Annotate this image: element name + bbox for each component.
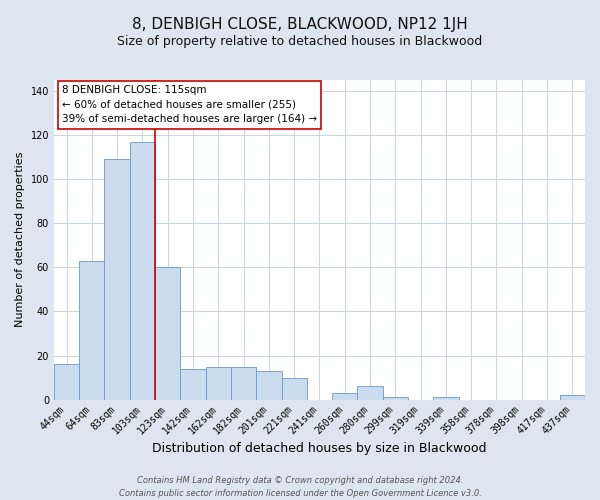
Bar xyxy=(181,368,206,400)
Bar xyxy=(332,393,358,400)
Bar xyxy=(358,386,383,400)
Bar xyxy=(231,366,256,400)
Bar xyxy=(206,366,231,400)
Y-axis label: Number of detached properties: Number of detached properties xyxy=(15,152,25,328)
Bar xyxy=(79,260,104,400)
Bar xyxy=(54,364,79,400)
Bar xyxy=(560,395,585,400)
Bar xyxy=(104,160,130,400)
Text: Size of property relative to detached houses in Blackwood: Size of property relative to detached ho… xyxy=(118,35,482,48)
Text: 8 DENBIGH CLOSE: 115sqm
← 60% of detached houses are smaller (255)
39% of semi-d: 8 DENBIGH CLOSE: 115sqm ← 60% of detache… xyxy=(62,85,317,124)
Text: Contains HM Land Registry data © Crown copyright and database right 2024.
Contai: Contains HM Land Registry data © Crown c… xyxy=(119,476,481,498)
Bar xyxy=(155,268,181,400)
Bar xyxy=(281,378,307,400)
X-axis label: Distribution of detached houses by size in Blackwood: Distribution of detached houses by size … xyxy=(152,442,487,455)
Bar xyxy=(383,398,408,400)
Bar xyxy=(130,142,155,400)
Text: 8, DENBIGH CLOSE, BLACKWOOD, NP12 1JH: 8, DENBIGH CLOSE, BLACKWOOD, NP12 1JH xyxy=(132,18,468,32)
Bar xyxy=(256,371,281,400)
Bar xyxy=(433,398,458,400)
